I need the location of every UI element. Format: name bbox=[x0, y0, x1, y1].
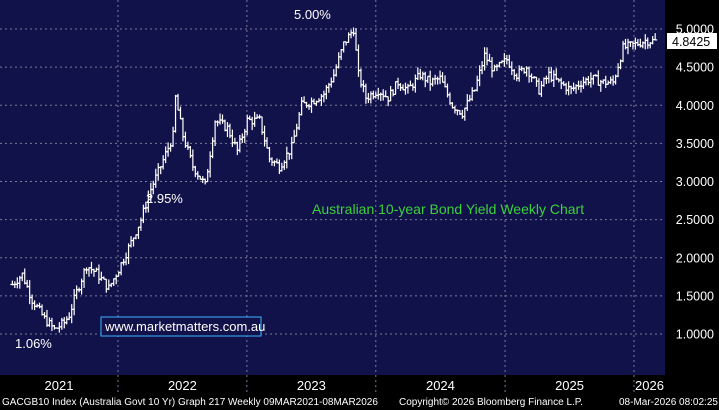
y-axis: 5.00004.50004.00003.50003.00002.50002.00… bbox=[676, 23, 714, 342]
y-tick-label: 2.5000 bbox=[676, 213, 714, 227]
y-tick-label: 3.0000 bbox=[676, 175, 714, 189]
annotation-low-2022: 2.95% bbox=[146, 191, 183, 206]
x-axis: 2021 2022 2023 2024 2025 2026 bbox=[45, 378, 664, 393]
watermark-box bbox=[100, 316, 262, 337]
plot-background bbox=[0, 0, 665, 375]
annotation-low-2021: 1.06% bbox=[15, 336, 52, 351]
x-tick-label: 2025 bbox=[555, 378, 584, 393]
y-tick-label: 3.5000 bbox=[676, 137, 714, 151]
y-tick-label: 2.0000 bbox=[676, 251, 714, 265]
ohlc-bar bbox=[653, 33, 658, 41]
watermark-text: www.marketmatters.com.au bbox=[104, 319, 265, 334]
y-tick-label: 1.0000 bbox=[676, 328, 714, 342]
annotation-high-2023: 5.00% bbox=[294, 7, 331, 22]
grid-lines bbox=[0, 0, 665, 395]
x-tick-label: 2024 bbox=[426, 378, 455, 393]
ohlc-bars bbox=[10, 27, 658, 333]
last-price-label: 4.8425 bbox=[672, 35, 710, 49]
chart-title: Australian 10-year Bond Yield Weekly Cha… bbox=[312, 201, 584, 217]
x-tick-label: 2026 bbox=[635, 378, 664, 393]
x-tick-label: 2023 bbox=[297, 378, 326, 393]
footer-left: GACGB10 Index (Australia Govt 10 Yr) Gra… bbox=[2, 397, 378, 408]
y-tick-label: 4.0000 bbox=[676, 99, 714, 113]
footer-right: 08-Mar-2026 08:02:25 bbox=[619, 397, 718, 408]
x-tick-label: 2022 bbox=[168, 378, 197, 393]
x-tick-label: 2021 bbox=[45, 378, 74, 393]
y-tick-label: 4.5000 bbox=[676, 61, 714, 75]
footer-center: Copyright© 2026 Bloomberg Finance L.P. bbox=[399, 397, 583, 408]
y-tick-label: 1.5000 bbox=[676, 289, 714, 303]
last-price-box bbox=[667, 33, 717, 49]
